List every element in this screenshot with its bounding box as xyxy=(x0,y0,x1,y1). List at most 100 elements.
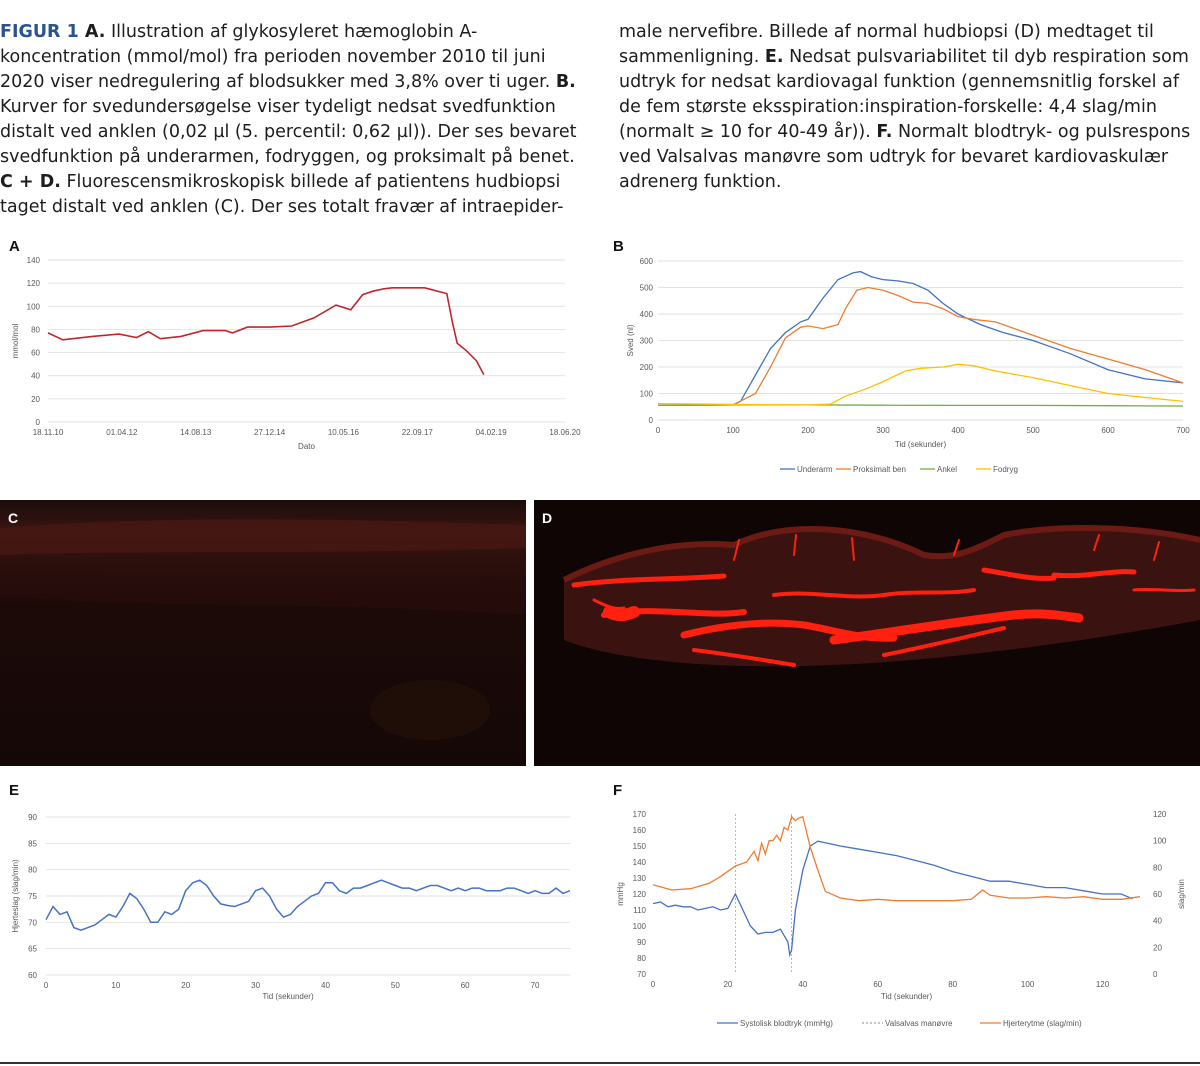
left-caption-segment: A. xyxy=(84,22,106,42)
y-tick-label: 200 xyxy=(640,363,654,372)
y-axis-label: mmHg xyxy=(616,882,625,906)
panel-label-d: D xyxy=(542,510,553,526)
y2-tick-label: 80 xyxy=(1153,863,1162,872)
x-tick-label: 0 xyxy=(651,980,656,989)
y-tick-label: 80 xyxy=(31,325,40,334)
y-tick-label: 70 xyxy=(637,970,646,979)
x-tick-label: 120 xyxy=(1096,980,1110,989)
y2-tick-label: 120 xyxy=(1153,810,1167,819)
series-line-proksimalt-ben xyxy=(657,286,1184,407)
x-axis-label: Dato xyxy=(298,442,315,451)
x-tick-label: 01.04.12 xyxy=(106,428,138,437)
panel-label-e: E xyxy=(9,782,20,799)
y-tick-label: 170 xyxy=(633,810,647,819)
right-caption-segment: F. xyxy=(876,122,893,142)
legend-label: Underarm xyxy=(797,465,833,474)
figure-caption-left: FIGUR 1 A. Illustration af glykosyleret … xyxy=(0,20,580,220)
left-caption-segment: B. xyxy=(555,72,576,92)
right-caption-segment: E. xyxy=(764,47,784,67)
y2-tick-label: 40 xyxy=(1153,917,1162,926)
x-tick-label: 10.05.16 xyxy=(328,428,360,437)
chart-e-heart-rate: 60 65 70 75 80 85 90 0 10 20 30 40 50 60 70 Tid (sekund… xyxy=(11,813,571,1001)
chart-a-hba1c: 0 20 40 60 80 100 120 140 18.11.10 01.04.12 14.08.… xyxy=(11,256,581,451)
x-tick-label: 27.12.14 xyxy=(254,428,286,437)
bottom-rule xyxy=(0,1062,1200,1064)
series-line-systolic-bp xyxy=(652,840,1133,958)
legend-label: Valsalvas manøvre xyxy=(885,1019,953,1028)
y-tick-label: 85 xyxy=(28,839,37,848)
series-line-heart-rate xyxy=(652,815,1141,902)
x-tick-label: 0 xyxy=(44,981,49,990)
x-tick-label: 200 xyxy=(801,426,815,435)
micrograph-d-normal-biopsy: D xyxy=(534,500,1200,766)
y2-axis-label: slag/min xyxy=(1177,879,1186,909)
y-axis-label: Sved (nl) xyxy=(626,324,635,356)
x-tick-label: 300 xyxy=(876,426,890,435)
panel-label-c: C xyxy=(8,510,19,526)
x-tick-label: 600 xyxy=(1101,426,1115,435)
y-tick-label: 130 xyxy=(633,874,647,883)
y-tick-label: 140 xyxy=(633,858,647,867)
legend-label: Hjerterytme (slag/min) xyxy=(1003,1019,1082,1028)
micrograph-d-image xyxy=(534,500,1200,766)
y-tick-label: 140 xyxy=(27,256,41,265)
y-tick-label: 100 xyxy=(27,302,41,311)
y-tick-label: 0 xyxy=(36,418,41,427)
y2-tick-label: 0 xyxy=(1153,970,1158,979)
y-tick-label: 110 xyxy=(633,906,646,915)
x-tick-label: 0 xyxy=(656,426,661,435)
x-tick-label: 500 xyxy=(1026,426,1040,435)
y-axis-label: Hjerteslag (slag/min) xyxy=(11,859,20,933)
y-tick-label: 75 xyxy=(28,892,37,901)
x-axis-label: Tid (sekunder) xyxy=(262,992,314,1001)
y-tick-label: 90 xyxy=(637,938,646,947)
y-tick-label: 40 xyxy=(31,372,40,381)
y-tick-label: 80 xyxy=(28,866,37,875)
x-tick-label: 22.09.17 xyxy=(402,428,434,437)
y-tick-label: 80 xyxy=(637,954,646,963)
x-tick-label: 40 xyxy=(321,981,330,990)
x-tick-label: 20 xyxy=(181,981,190,990)
x-tick-label: 400 xyxy=(951,426,965,435)
legend-label: Ankel xyxy=(937,465,957,474)
x-tick-label: 18.06.20 xyxy=(549,428,581,437)
micrograph-c-image xyxy=(0,500,526,766)
y-tick-label: 100 xyxy=(633,922,647,931)
y-tick-label: 0 xyxy=(649,416,654,425)
x-tick-label: 700 xyxy=(1176,426,1190,435)
left-caption-segment: Fluorescensmikroskopisk billede af patie… xyxy=(0,172,564,217)
y-tick-label: 60 xyxy=(28,971,37,980)
x-tick-label: 60 xyxy=(873,980,882,989)
chart-f-valsalva: 70 80 90 100 110 120 130 140 150 160 170 0 20 40 60 80 1… xyxy=(616,810,1186,1028)
x-tick-label: 70 xyxy=(531,981,540,990)
x-tick-label: 100 xyxy=(726,426,740,435)
y-tick-label: 60 xyxy=(31,349,40,358)
series-line-fodryg xyxy=(657,363,1184,406)
left-caption-segment: FIGUR 1 xyxy=(0,22,85,42)
y-tick-label: 500 xyxy=(640,284,654,293)
y-tick-label: 160 xyxy=(633,826,647,835)
heart-rate-line xyxy=(45,879,571,932)
x-tick-label: 14.08.13 xyxy=(180,428,212,437)
y-axis-label: mmol/mol xyxy=(11,323,20,358)
y2-tick-label: 100 xyxy=(1153,837,1167,846)
x-tick-label: 30 xyxy=(251,981,260,990)
y-tick-label: 90 xyxy=(28,813,37,822)
micrograph-c-patient-biopsy: C xyxy=(0,500,526,766)
left-caption-segment: C + D. xyxy=(0,172,61,192)
y-tick-label: 400 xyxy=(640,310,654,319)
left-caption-segment: Kurver for svedundersøgelse viser tydeli… xyxy=(0,97,577,167)
hba1c-line xyxy=(47,287,485,375)
y-tick-label: 150 xyxy=(633,842,647,851)
y-tick-label: 300 xyxy=(640,337,654,346)
x-tick-label: 40 xyxy=(798,980,807,989)
x-tick-label: 04.02.19 xyxy=(476,428,508,437)
y-tick-label: 100 xyxy=(640,390,654,399)
y-tick-label: 65 xyxy=(28,945,37,954)
x-tick-label: 60 xyxy=(461,981,470,990)
legend-label: Fodryg xyxy=(993,465,1018,474)
x-tick-label: 100 xyxy=(1021,980,1035,989)
chart-b-sweat: 0 100 200 300 400 500 600 0 100 200 300 400 500 600 70… xyxy=(626,257,1190,474)
y-tick-label: 600 xyxy=(640,257,654,266)
series-line-underarm xyxy=(657,270,1184,407)
